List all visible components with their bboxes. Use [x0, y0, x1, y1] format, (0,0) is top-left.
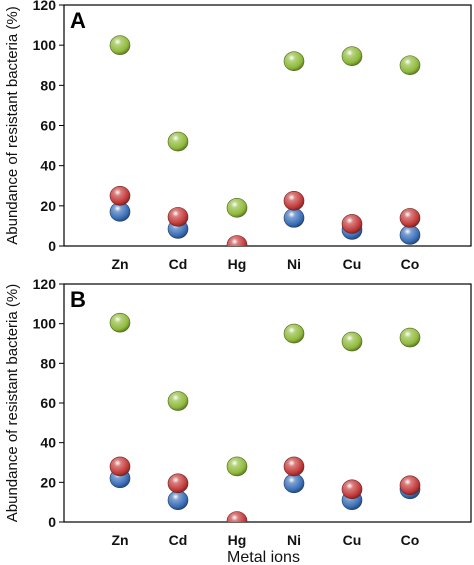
data-point: [226, 456, 248, 477]
y-tick-label: 0: [48, 514, 56, 530]
data-point: [283, 208, 305, 228]
data-point: [109, 35, 131, 55]
data-point: [399, 225, 421, 245]
data-point: [399, 327, 421, 348]
x-tick-label: Cu: [343, 256, 362, 272]
data-point: [226, 511, 248, 522]
x-tick-label: Cd: [169, 256, 188, 272]
data-point: [283, 473, 305, 494]
data-point: [399, 55, 421, 76]
data-point: [167, 391, 189, 411]
y-axis-label: Abundance of resistant bacteria (%): [4, 284, 21, 522]
data-point: [167, 207, 189, 227]
y-tick-label: 40: [40, 158, 56, 174]
data-point: [109, 185, 131, 206]
y-tick-label: 100: [33, 316, 57, 332]
panel-B: 0 20 40 60 80 100 120 Zn Cd Hg Ni Cu Co B Abundance of…: [4, 276, 472, 565]
y-tick-label: 80: [40, 77, 56, 93]
data-point: [341, 46, 363, 67]
data-point: [399, 208, 421, 228]
y-tick-label: 120: [33, 276, 57, 292]
data-point: [283, 456, 305, 477]
x-tick-label: Co: [401, 532, 420, 548]
x-tick-label: Ni: [287, 256, 301, 272]
y-tick-label: 80: [40, 355, 56, 371]
y-axis-label: Abundance of resistant bacteria (%): [4, 6, 21, 244]
data-point: [167, 131, 189, 152]
x-tick-label: Co: [401, 256, 420, 272]
data-point: [109, 312, 131, 333]
data-point: [167, 473, 189, 494]
y-tick-label: 60: [40, 118, 56, 134]
data-point: [226, 198, 248, 218]
panel-label: B: [70, 287, 86, 312]
panel-A: 0 20 40 60 80 100 120 Zn Cd Hg Ni Cu Co A Abundance of…: [4, 0, 472, 272]
data-point: [283, 323, 305, 344]
x-axis-label: Metal ions: [227, 549, 300, 565]
x-tick-label: Zn: [111, 532, 128, 548]
data-point: [341, 214, 363, 234]
data-point: [283, 51, 305, 72]
data-point: [226, 235, 248, 246]
x-tick-label: Hg: [228, 532, 247, 548]
y-tick-label: 20: [40, 474, 56, 490]
data-point: [283, 191, 305, 211]
data-point: [341, 479, 363, 500]
y-tick-label: 20: [40, 198, 56, 214]
y-tick-label: 120: [33, 0, 57, 13]
x-tick-label: Zn: [111, 256, 128, 272]
data-point: [109, 456, 131, 477]
x-tick-label: Hg: [228, 256, 247, 272]
y-tick-label: 60: [40, 395, 56, 411]
panel-label: A: [70, 8, 86, 33]
data-point: [399, 475, 421, 496]
x-tick-label: Cu: [343, 532, 362, 548]
x-tick-label: Ni: [287, 532, 301, 548]
data-point: [341, 331, 363, 352]
y-tick-label: 0: [48, 238, 56, 254]
x-tick-label: Cd: [169, 532, 188, 548]
data-point: [167, 490, 189, 510]
y-tick-label: 40: [40, 435, 56, 451]
y-tick-label: 100: [33, 37, 57, 53]
